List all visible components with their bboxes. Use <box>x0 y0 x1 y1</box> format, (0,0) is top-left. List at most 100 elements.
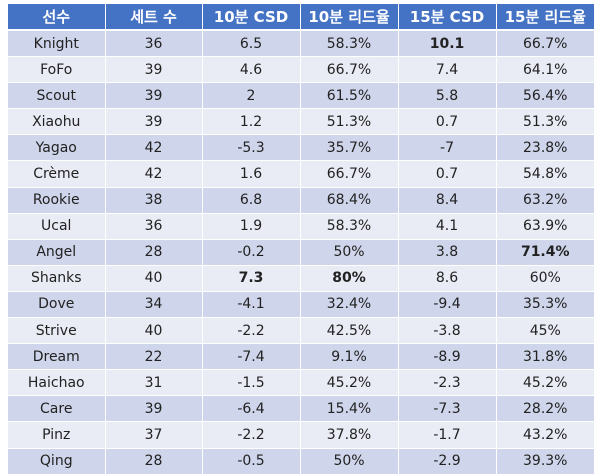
cell-sets: 31 <box>105 369 203 397</box>
table-row: FoFo 39 4.6 66.7% 7.4 64.1% <box>8 56 594 84</box>
column-header-csd-10: 10분 CSD <box>202 4 301 31</box>
column-header-player: 선수 <box>8 4 106 31</box>
cell-lead-rate-10: 15.4% <box>300 395 399 423</box>
cell-lead-rate-15: 35.3% <box>496 291 594 319</box>
cell-sets: 39 <box>105 108 203 136</box>
cell-player: Shanks <box>8 265 106 292</box>
cell-lead-rate-15: 63.2% <box>496 187 594 214</box>
column-header-lead-rate-15: 15분 리드율 <box>496 4 594 31</box>
cell-lead-rate-10: 9.1% <box>300 343 399 371</box>
cell-sets: 36 <box>105 30 203 58</box>
cell-player: Crème <box>8 160 106 188</box>
player-stats-table: 선수 세트 수 10분 CSD 10분 리드율 15분 CSD 15분 리드율 … <box>8 4 594 475</box>
cell-csd-15: -9.4 <box>398 291 497 319</box>
table-row: Care 39 -6.4 15.4% -7.3 28.2% <box>8 395 594 423</box>
table-row: Crème 42 1.6 66.7% 0.7 54.8% <box>8 160 594 188</box>
cell-csd-15: -2.9 <box>398 448 497 475</box>
cell-csd-15: 4.1 <box>398 213 497 240</box>
cell-csd-10: -0.2 <box>202 239 301 266</box>
cell-csd-10: 2 <box>202 82 301 110</box>
cell-csd-10: 1.6 <box>202 160 301 188</box>
table-row: Knight 36 6.5 58.3% 10.1 66.7% <box>8 30 594 58</box>
cell-player: Strive <box>8 317 106 345</box>
cell-player: Xiaohu <box>8 108 106 136</box>
cell-lead-rate-10: 51.3% <box>300 108 399 136</box>
table-row: Shanks 40 7.3 80% 8.6 60% <box>8 265 594 292</box>
cell-csd-15: -7.3 <box>398 395 497 423</box>
table-row: Scout 39 2 61.5% 5.8 56.4% <box>8 82 594 110</box>
cell-csd-10: -5.3 <box>202 134 301 162</box>
cell-lead-rate-10: 66.7% <box>300 160 399 188</box>
column-header-sets: 세트 수 <box>105 4 203 31</box>
cell-csd-10: -2.2 <box>202 317 301 345</box>
cell-sets: 39 <box>105 82 203 110</box>
cell-csd-10: -7.4 <box>202 343 301 371</box>
cell-player: Haichao <box>8 369 106 397</box>
cell-sets: 28 <box>105 239 203 266</box>
cell-lead-rate-10: 80% <box>300 265 399 292</box>
cell-lead-rate-15: 51.3% <box>496 108 594 136</box>
cell-csd-15: 0.7 <box>398 108 497 136</box>
table-row: Strive 40 -2.2 42.5% -3.8 45% <box>8 317 594 345</box>
cell-sets: 40 <box>105 265 203 292</box>
cell-sets: 28 <box>105 448 203 475</box>
cell-player: Dove <box>8 291 106 319</box>
table-row: Rookie 38 6.8 68.4% 8.4 63.2% <box>8 187 594 214</box>
cell-csd-10: -2.2 <box>202 421 301 449</box>
cell-csd-10: 4.6 <box>202 56 301 84</box>
cell-player: Yagao <box>8 134 106 162</box>
cell-csd-15: 5.8 <box>398 82 497 110</box>
table-row: Angel 28 -0.2 50% 3.8 71.4% <box>8 239 594 266</box>
cell-csd-10: -4.1 <box>202 291 301 319</box>
cell-sets: 42 <box>105 160 203 188</box>
cell-lead-rate-10: 50% <box>300 448 399 475</box>
cell-csd-15: -2.3 <box>398 369 497 397</box>
cell-lead-rate-10: 58.3% <box>300 213 399 240</box>
header-row: 선수 세트 수 10분 CSD 10분 리드율 15분 CSD 15분 리드율 <box>8 4 594 31</box>
cell-lead-rate-10: 50% <box>300 239 399 266</box>
cell-csd-10: 1.9 <box>202 213 301 240</box>
cell-player: Pinz <box>8 421 106 449</box>
cell-sets: 34 <box>105 291 203 319</box>
cell-lead-rate-15: 23.8% <box>496 134 594 162</box>
table-row: Yagao 42 -5.3 35.7% -7 23.8% <box>8 134 594 162</box>
cell-lead-rate-15: 60% <box>496 265 594 292</box>
table-row: Qing 28 -0.5 50% -2.9 39.3% <box>8 448 594 475</box>
cell-lead-rate-10: 35.7% <box>300 134 399 162</box>
cell-lead-rate-15: 43.2% <box>496 421 594 449</box>
cell-lead-rate-10: 58.3% <box>300 30 399 58</box>
cell-lead-rate-10: 66.7% <box>300 56 399 84</box>
cell-player: Care <box>8 395 106 423</box>
cell-csd-15: -3.8 <box>398 317 497 345</box>
cell-player: Rookie <box>8 187 106 214</box>
table-row: Xiaohu 39 1.2 51.3% 0.7 51.3% <box>8 108 594 136</box>
table-body: Knight 36 6.5 58.3% 10.1 66.7% FoFo 39 4.6 66.7% 7… <box>8 30 594 475</box>
cell-lead-rate-15: 28.2% <box>496 395 594 423</box>
cell-csd-10: -1.5 <box>202 369 301 397</box>
cell-lead-rate-15: 63.9% <box>496 213 594 240</box>
cell-sets: 40 <box>105 317 203 345</box>
table-row: Dove 34 -4.1 32.4% -9.4 35.3% <box>8 291 594 319</box>
cell-sets: 22 <box>105 343 203 371</box>
cell-lead-rate-15: 54.8% <box>496 160 594 188</box>
cell-player: Dream <box>8 343 106 371</box>
cell-csd-15: 10.1 <box>398 30 497 58</box>
cell-csd-10: -0.5 <box>202 448 301 475</box>
cell-lead-rate-10: 61.5% <box>300 82 399 110</box>
cell-csd-15: 8.4 <box>398 187 497 214</box>
cell-lead-rate-15: 71.4% <box>496 239 594 266</box>
table-row: Ucal 36 1.9 58.3% 4.1 63.9% <box>8 213 594 240</box>
cell-csd-15: -7 <box>398 134 497 162</box>
cell-csd-15: -1.7 <box>398 421 497 449</box>
table-row: Dream 22 -7.4 9.1% -8.9 31.8% <box>8 343 594 371</box>
cell-player: Qing <box>8 448 106 475</box>
column-header-csd-15: 15분 CSD <box>398 4 497 31</box>
cell-sets: 42 <box>105 134 203 162</box>
cell-csd-15: 8.6 <box>398 265 497 292</box>
cell-sets: 37 <box>105 421 203 449</box>
cell-lead-rate-10: 32.4% <box>300 291 399 319</box>
cell-csd-10: 1.2 <box>202 108 301 136</box>
cell-csd-10: 6.5 <box>202 30 301 58</box>
cell-sets: 39 <box>105 56 203 84</box>
cell-lead-rate-15: 64.1% <box>496 56 594 84</box>
